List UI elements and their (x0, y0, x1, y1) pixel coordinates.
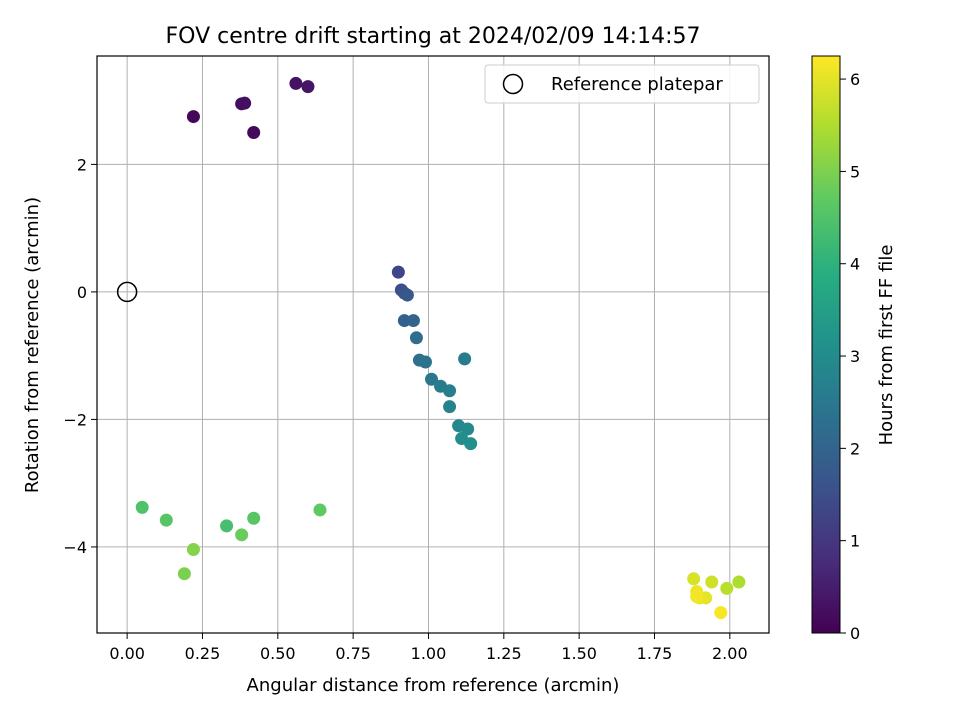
data-point (687, 572, 701, 586)
x-axis-ticks: 0.00 0.25 0.50 0.75 1.00 1.25 1.50 1.75 2.00 (109, 633, 748, 663)
x-axis-label: Angular distance from reference (arcmin) (247, 675, 620, 696)
y-tick-label: 2 (77, 155, 87, 174)
colorbar-tick-label: 5 (850, 162, 860, 181)
x-tick-label: 0.50 (260, 644, 296, 663)
legend-entry-reference-platepar: Reference platepar (551, 74, 723, 95)
data-point (391, 265, 405, 279)
x-tick-label: 0.00 (109, 644, 145, 663)
data-point (159, 513, 173, 527)
y-axis-ticks: 2 0 −2 −4 (63, 155, 97, 557)
x-tick-label: 1.75 (637, 644, 673, 663)
data-point (186, 542, 200, 556)
x-tick-label: 1.00 (411, 644, 447, 663)
x-tick-label: 1.25 (486, 644, 522, 663)
data-point (289, 76, 303, 90)
y-tick-label: 0 (77, 283, 87, 302)
legend: Reference platepar (484, 64, 760, 104)
colorbar: 0 1 2 3 4 5 6 Hours from first FF file (811, 55, 897, 643)
colorbar-label: Hours from first FF file (876, 245, 897, 446)
data-point (406, 314, 420, 328)
data-point (247, 126, 261, 140)
data-point (424, 372, 438, 386)
legend-box (484, 64, 760, 104)
data-point (313, 503, 327, 517)
colorbar-tick-label: 3 (850, 347, 860, 366)
y-axis-label: Rotation from reference (arcmin) (22, 197, 43, 493)
data-point (720, 581, 734, 595)
colorbar-tick-label: 1 (850, 532, 860, 551)
y-tick-label: −2 (63, 410, 87, 429)
colorbar-tick-label: 6 (850, 70, 860, 89)
data-point (177, 567, 191, 581)
grid-lines (97, 56, 769, 633)
data-point (705, 575, 719, 589)
reference-marker-layer (116, 281, 138, 303)
x-tick-label: 2.00 (712, 644, 748, 663)
data-point (443, 384, 457, 398)
data-point (418, 355, 432, 369)
x-tick-label: 0.75 (335, 644, 371, 663)
data-point (397, 314, 411, 328)
legend-reference-marker-icon (502, 73, 524, 95)
colorbar-tick-label: 4 (850, 255, 860, 274)
data-point (238, 96, 252, 110)
plot-frame (96, 55, 770, 634)
data-point (714, 606, 728, 620)
data-points (135, 76, 746, 620)
y-tick-label: −4 (63, 538, 87, 557)
data-point (247, 511, 261, 525)
data-point (235, 528, 249, 542)
data-point (464, 437, 478, 451)
data-point (400, 288, 414, 302)
data-point (443, 400, 457, 414)
colorbar-tick-label: 2 (850, 439, 860, 458)
colorbar-tick-label: 0 (850, 624, 860, 643)
data-point (220, 519, 234, 533)
colorbar-ticks: 0 1 2 3 4 5 6 (840, 70, 860, 643)
data-point (461, 422, 475, 436)
data-point (135, 500, 149, 514)
x-tick-label: 0.25 (185, 644, 221, 663)
reference-platepar-marker (116, 281, 138, 303)
data-point (186, 110, 200, 124)
data-point (409, 331, 423, 345)
chart-title: FOV centre drift starting at 2024/02/09 … (166, 24, 701, 49)
colorbar-gradient (811, 55, 841, 634)
data-point (690, 590, 704, 604)
x-tick-label: 1.50 (561, 644, 597, 663)
data-point (732, 575, 746, 589)
data-point (458, 352, 472, 366)
data-point (301, 80, 315, 94)
